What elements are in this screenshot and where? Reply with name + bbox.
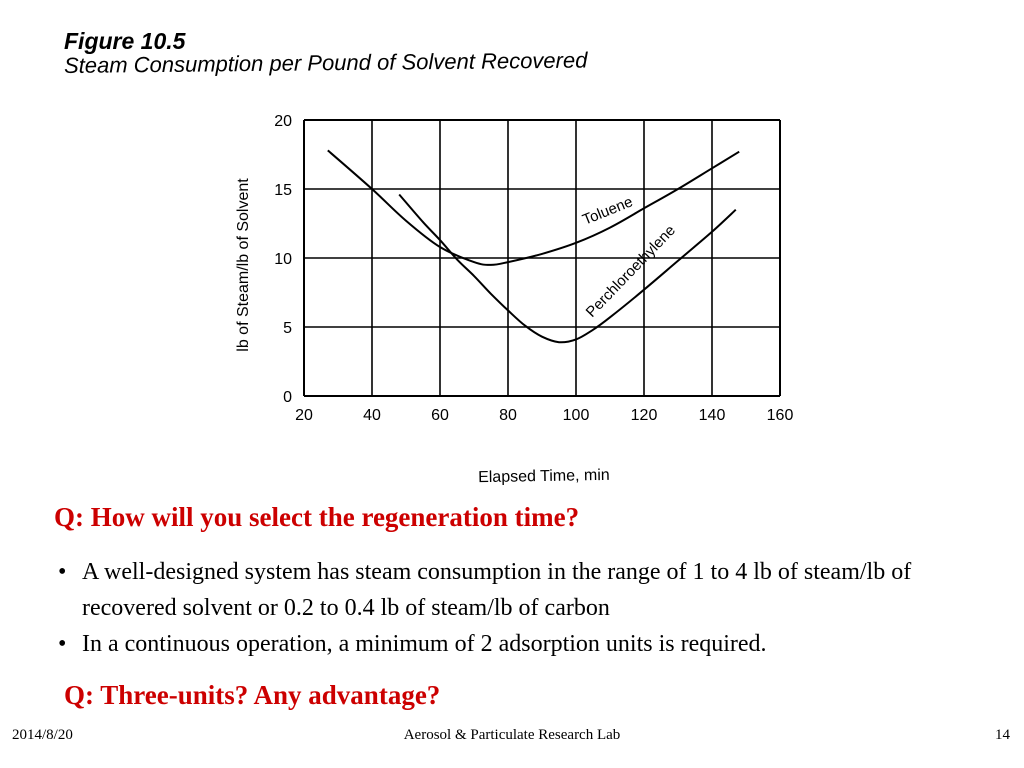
x-tick-label-40: 40 bbox=[363, 407, 381, 424]
y-tick-label-10: 10 bbox=[274, 251, 292, 268]
figure-label: Figure 10.5 bbox=[64, 28, 186, 54]
chart-grid bbox=[303, 119, 781, 397]
question-regeneration-time: Q: How will you select the regeneration … bbox=[54, 502, 580, 532]
x-tick-label-80: 80 bbox=[499, 407, 517, 424]
chart-curves bbox=[327, 149, 740, 344]
x-tick-label-100: 100 bbox=[563, 407, 590, 424]
x-tick-label-140: 140 bbox=[699, 407, 726, 424]
y-tick-label-15: 15 bbox=[274, 182, 292, 199]
y-tick-label-20: 20 bbox=[274, 113, 292, 130]
page-number: 14 bbox=[995, 727, 1010, 743]
x-tick-label-20: 20 bbox=[295, 407, 313, 424]
footer-date: 2014/8/20 bbox=[12, 727, 73, 743]
steam-consumption-chart: 20 40 60 80 100 120 140 160 0 5 10 15 20 lb of Steam… bbox=[235, 113, 793, 486]
series-line-toluene bbox=[327, 149, 740, 266]
toluene-series-label: Toluene bbox=[580, 193, 635, 228]
x-tick-label-160: 160 bbox=[767, 407, 794, 424]
x-tick-label-120: 120 bbox=[631, 407, 658, 424]
bullet-steam-consumption-range: A well-designed system has steam consump… bbox=[58, 554, 1008, 626]
chart-ticks: 20 40 60 80 100 120 140 160 0 5 10 15 20 bbox=[274, 113, 793, 424]
series-line-perchloroethylene bbox=[398, 193, 737, 344]
x-axis-label: Elapsed Time, min bbox=[478, 467, 610, 486]
bullet-list: A well-designed system has steam consump… bbox=[58, 554, 1008, 662]
bullet-adsorption-units: In a continuous operation, a minimum of … bbox=[58, 626, 1008, 662]
footer-lab-name: Aerosol & Particulate Research Lab bbox=[403, 727, 621, 743]
question-three-units: Q: Three-units? Any advantage? bbox=[64, 680, 441, 710]
x-tick-label-60: 60 bbox=[431, 407, 449, 424]
y-tick-label-0: 0 bbox=[283, 389, 292, 406]
y-axis-label: lb of Steam/lb of Solvent bbox=[235, 178, 252, 352]
y-tick-label-5: 5 bbox=[283, 320, 292, 337]
